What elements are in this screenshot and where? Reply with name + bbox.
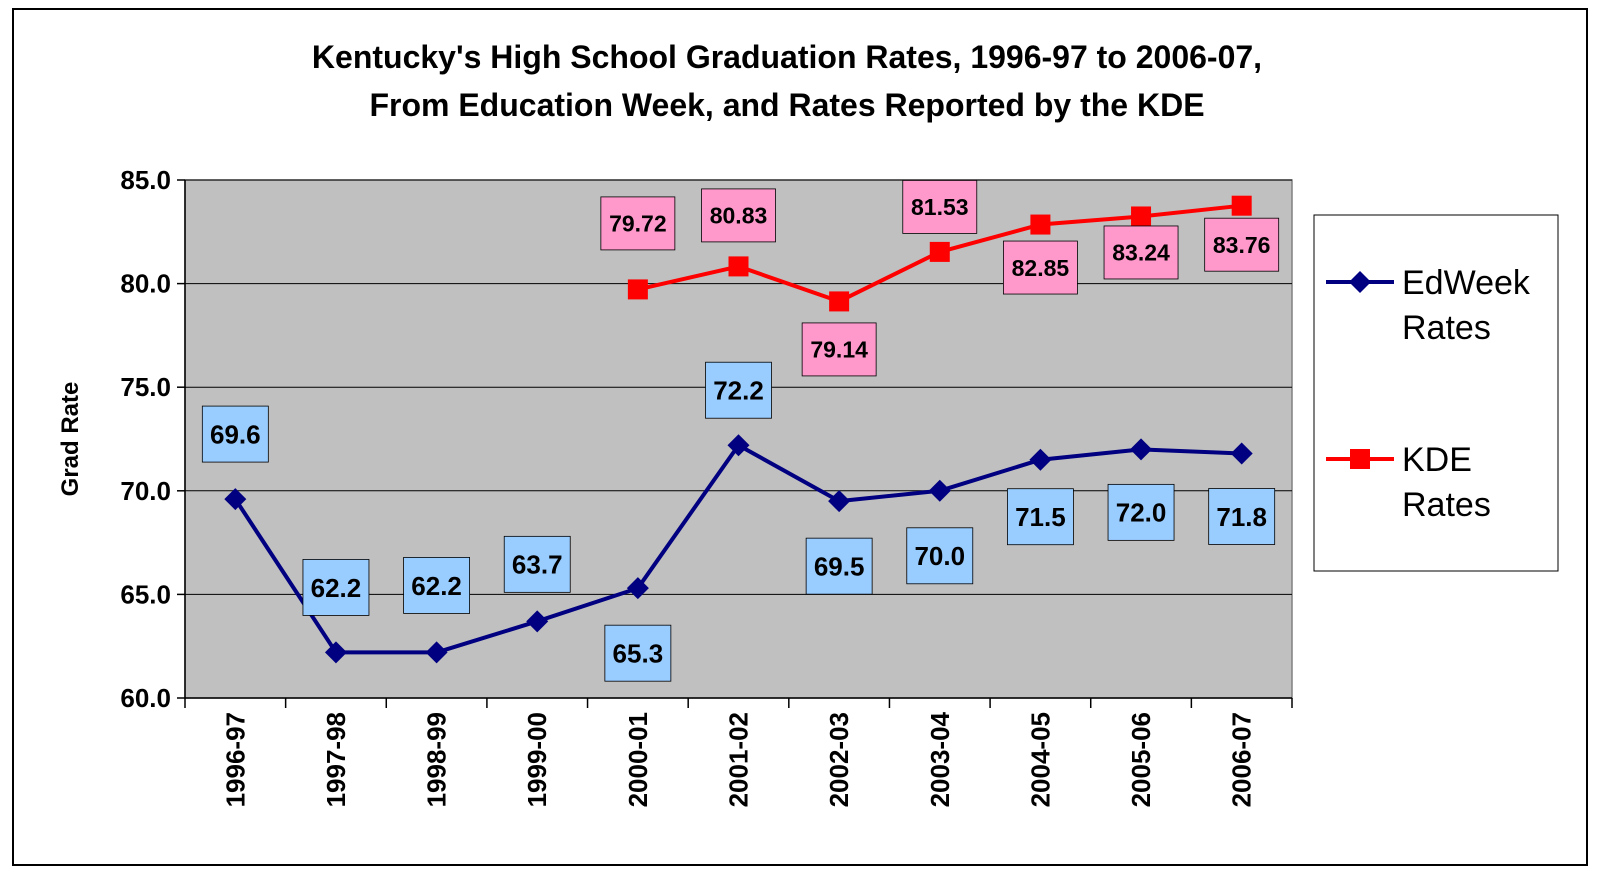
edweek-data-label-box xyxy=(201,405,269,463)
kde-data-label: 83.76 xyxy=(1213,232,1271,258)
kde-data-label: 79.14 xyxy=(810,337,868,363)
data-point-kde xyxy=(1131,206,1152,227)
edweek-data-label-box xyxy=(302,559,370,616)
x-tick-label: 2004-05 xyxy=(1025,712,1055,807)
data-point-kde xyxy=(627,279,648,300)
x-tick-label: 1998-99 xyxy=(422,712,452,807)
edweek-data-label: 65.3 xyxy=(613,639,664,669)
kde-data-label-box xyxy=(801,322,877,377)
edweek-data-label-box xyxy=(403,557,470,614)
edweek-data-label-box xyxy=(604,624,672,682)
data-point-kde xyxy=(1030,214,1051,235)
chart-title-line: Kentucky's High School Graduation Rates,… xyxy=(312,39,1262,75)
data-point-edweek xyxy=(1029,448,1052,471)
kde-data-label-box xyxy=(902,179,978,234)
kde-data-label: 79.72 xyxy=(609,211,667,237)
y-axis-label: Grad Rate xyxy=(57,382,84,497)
y-tick-label: 85.0 xyxy=(120,165,171,195)
data-point-edweek xyxy=(928,479,951,502)
edweek-data-label: 62.2 xyxy=(411,571,462,601)
x-tick-label: 2001-02 xyxy=(724,712,754,807)
x-tick-label: 1999-00 xyxy=(522,712,552,807)
edweek-data-label-box xyxy=(1007,488,1074,546)
edweek-data-label: 69.6 xyxy=(210,419,261,449)
kde-data-label: 82.85 xyxy=(1012,255,1070,281)
edweek-data-label-box xyxy=(1107,483,1175,541)
y-tick-label: 80.0 xyxy=(120,269,171,299)
edweek-data-label: 62.2 xyxy=(311,573,362,603)
data-point-edweek xyxy=(1130,438,1153,461)
edweek-data-label-box xyxy=(503,535,571,593)
edweek-data-label-box xyxy=(1208,488,1276,545)
chart-frame: Kentucky's High School Graduation Rates,… xyxy=(12,8,1588,866)
edweek-data-label-box xyxy=(906,527,974,585)
data-point-kde xyxy=(929,241,950,262)
legend-marker-kde xyxy=(1350,449,1370,469)
legend-box xyxy=(1313,214,1559,572)
y-tick-label: 70.0 xyxy=(120,476,171,506)
legend-label-edweek: Rates xyxy=(1402,309,1491,347)
x-tick-label: 2002-03 xyxy=(824,712,854,807)
data-point-kde xyxy=(829,291,850,312)
data-point-kde xyxy=(728,256,749,277)
edweek-data-label: 70.0 xyxy=(914,541,965,571)
edweek-data-label-box xyxy=(805,537,873,595)
x-tick-label: 2000-01 xyxy=(623,712,653,807)
edweek-data-label: 72.2 xyxy=(713,376,764,406)
kde-data-label: 83.24 xyxy=(1112,240,1170,266)
kde-data-label-box xyxy=(600,196,676,251)
legend-label-kde: Rates xyxy=(1402,486,1491,524)
kde-data-label-box xyxy=(1003,240,1078,295)
data-point-edweek xyxy=(727,434,750,457)
edweek-data-label: 72.0 xyxy=(1116,498,1167,528)
x-tick-label: 1996-97 xyxy=(220,712,250,807)
kde-data-label: 81.53 xyxy=(911,194,969,220)
data-point-kde xyxy=(1231,195,1252,216)
chart-title-line: From Education Week, and Rates Reported … xyxy=(369,87,1204,123)
kde-data-label-box xyxy=(1103,225,1179,280)
data-point-edweek xyxy=(324,641,347,664)
data-point-edweek xyxy=(828,490,851,513)
y-tick-label: 65.0 xyxy=(120,579,171,609)
edweek-data-label: 71.8 xyxy=(1216,502,1267,532)
data-point-edweek xyxy=(1230,442,1253,465)
legend-label-edweek: EdWeek xyxy=(1402,264,1531,302)
y-tick-label: 75.0 xyxy=(120,372,171,402)
x-tick-label: 1997-98 xyxy=(321,712,351,807)
data-point-edweek xyxy=(425,641,448,664)
data-point-edweek xyxy=(526,610,549,633)
x-tick-label: 2005-06 xyxy=(1126,712,1156,807)
kde-data-label-box xyxy=(701,188,776,243)
x-tick-label: 2006-07 xyxy=(1227,712,1257,807)
edweek-data-label: 69.5 xyxy=(814,552,865,582)
legend-marker-edweek xyxy=(1349,271,1371,293)
edweek-data-label: 71.5 xyxy=(1015,502,1066,532)
y-tick-label: 60.0 xyxy=(120,683,171,713)
x-tick-label: 2003-04 xyxy=(925,711,955,807)
edweek-data-label-box xyxy=(705,361,772,419)
edweek-data-label: 63.7 xyxy=(512,550,563,580)
kde-data-label-box xyxy=(1204,217,1280,272)
chart-svg: Kentucky's High School Graduation Rates,… xyxy=(57,39,1559,807)
data-point-edweek xyxy=(224,488,247,511)
data-point-edweek xyxy=(626,577,649,600)
kde-data-label: 80.83 xyxy=(710,203,768,229)
legend-label-kde: KDE xyxy=(1402,441,1472,479)
